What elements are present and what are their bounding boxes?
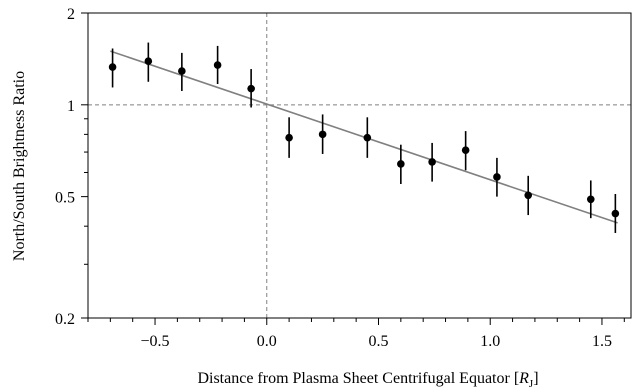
data-point-5 (247, 84, 255, 93)
x-axis-label-close: ] (533, 370, 538, 387)
y-tick-label: 1 (67, 98, 75, 115)
x-axis-unit-subscript: J (529, 378, 534, 389)
data-point-3 (178, 67, 186, 75)
y-axis-label: North/South Brightness Ratio (11, 71, 28, 261)
x-tick-label: 0.5 (368, 333, 388, 350)
data-point-2 (144, 57, 153, 65)
data-point-6 (285, 133, 293, 142)
x-tick-label: 1.5 (592, 333, 612, 350)
x-tick-label: 0.0 (257, 333, 277, 350)
data-point-4 (213, 61, 222, 69)
data-point-15 (611, 209, 620, 218)
data-point-11 (461, 146, 470, 154)
x-axis-label: Distance from Plasma Sheet Centrifugal E… (197, 370, 538, 389)
x-axis-label-text: Distance from Plasma Sheet Centrifugal E… (197, 370, 519, 387)
data-point-9 (397, 160, 405, 168)
data-point-7 (318, 130, 327, 139)
data-point-8 (363, 133, 372, 142)
x-tick-label: −0.5 (141, 333, 170, 350)
x-axis-unit-symbol: R (518, 370, 529, 387)
data-point-13 (524, 191, 533, 200)
y-tick-label: 2 (67, 6, 75, 23)
data-point-14 (586, 195, 595, 204)
plot-frame (87, 12, 632, 319)
plot-area: −0.5 0.0 0.5 1.0 1.5 0.2 0.5 1 2 (55, 6, 632, 350)
data-point-12 (493, 173, 501, 181)
data-point-1 (108, 63, 117, 71)
x-tick-label: 1.0 (480, 333, 500, 350)
y-tick-label: 0.5 (55, 190, 75, 207)
data-point-10 (428, 158, 436, 166)
y-tick-label: 0.2 (55, 311, 75, 328)
